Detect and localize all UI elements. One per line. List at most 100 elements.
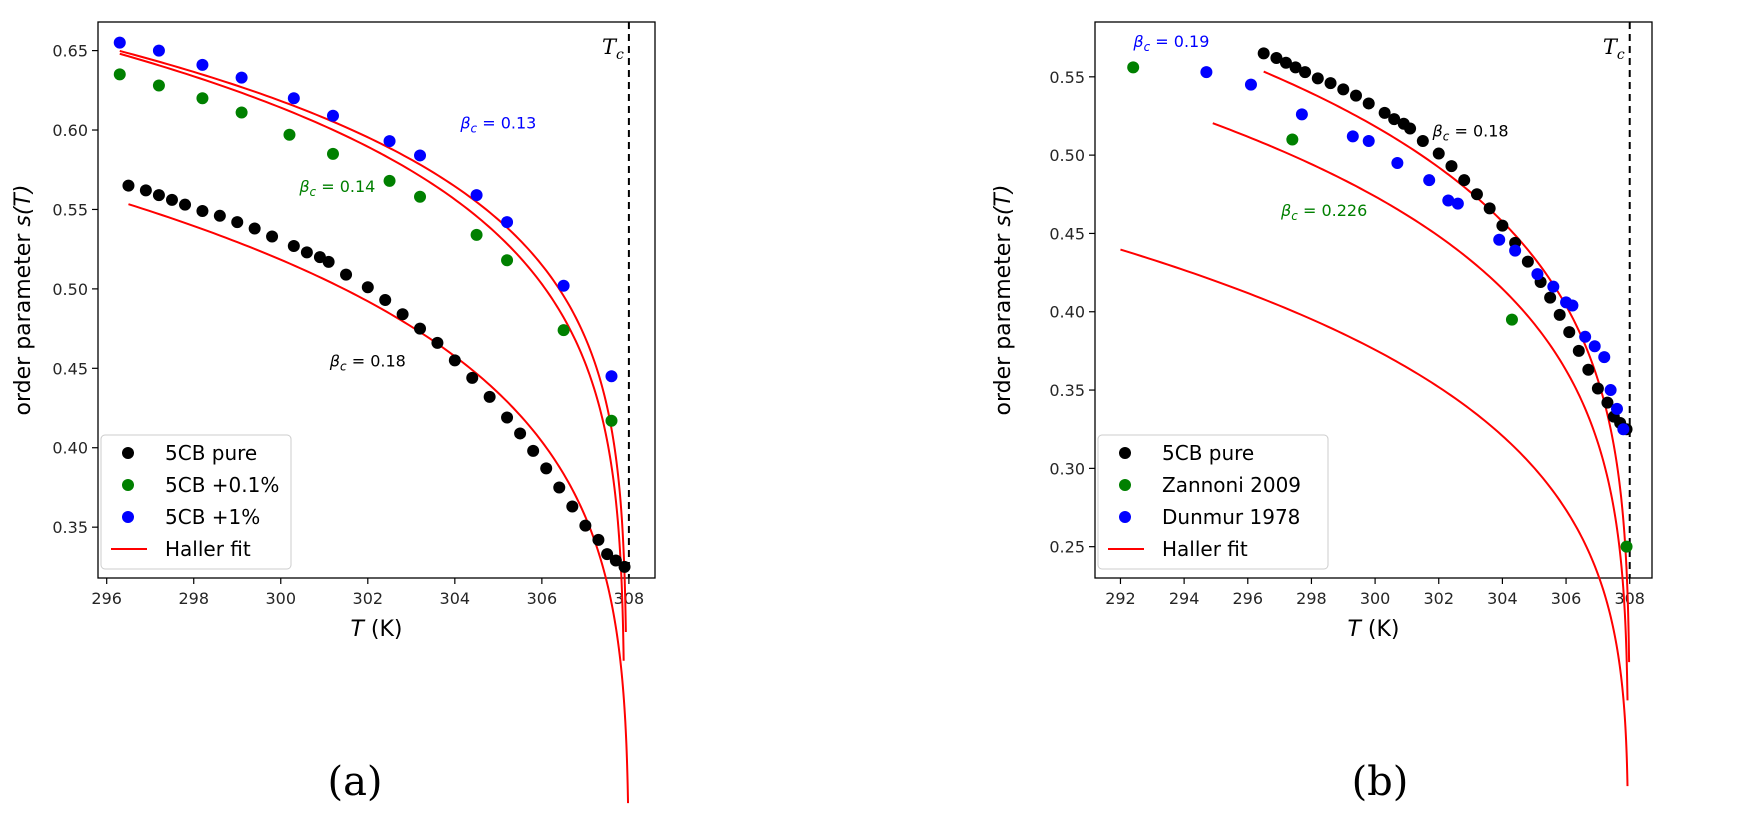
data-point	[1388, 113, 1401, 126]
beta-annotation: βc = 0.13	[459, 113, 536, 135]
data-point	[196, 92, 209, 105]
chart-panel-b: 292 294 296 298 300 302 304 306 308 0.25 0.30 0.35 0…	[991, 21, 1653, 805]
data-point	[1591, 382, 1604, 395]
haller-fit-dunmur-1978	[1212, 122, 1629, 701]
data-point	[501, 254, 514, 267]
data-point	[1324, 77, 1337, 90]
data-point	[326, 109, 339, 122]
data-point	[618, 560, 631, 573]
data-point	[527, 444, 540, 457]
x-tick-label: 304	[440, 589, 471, 608]
beta-annotation: βc = 0.14	[298, 177, 375, 199]
data-point	[1470, 188, 1483, 201]
beta-value: = 0.226	[1298, 201, 1367, 220]
data-point	[414, 149, 427, 162]
y-axis-label-prefix: order parameter	[11, 227, 36, 416]
data-point	[1547, 280, 1560, 293]
tc-label: Tc	[1603, 35, 1625, 63]
haller-fit-5cb-0-1	[119, 52, 625, 661]
data-point	[431, 336, 444, 349]
data-point	[122, 179, 135, 192]
y-tick-label: 0.65	[52, 42, 88, 61]
data-point	[557, 324, 570, 337]
series-5cb-0-1	[113, 68, 618, 427]
data-point	[1442, 194, 1455, 207]
x-tick-label: 308	[1614, 589, 1645, 608]
legend-marker	[122, 447, 134, 459]
beta-symbol: β	[1280, 201, 1291, 220]
series-5cb-pure	[122, 179, 631, 573]
data-point	[1588, 340, 1601, 353]
data-point	[1563, 326, 1576, 339]
beta-symbol: β	[459, 113, 470, 132]
data-point	[1346, 130, 1359, 143]
beta-value: = 0.13	[477, 113, 536, 132]
data-point	[213, 209, 226, 222]
data-point	[1127, 61, 1140, 74]
data-point	[383, 174, 396, 187]
data-point	[266, 230, 279, 243]
y-tick-label: 0.55	[52, 200, 88, 219]
data-point	[609, 554, 622, 567]
data-point	[340, 268, 353, 281]
x-tick-label: 308	[614, 589, 645, 608]
legend-marker	[122, 511, 134, 523]
data-point	[152, 189, 165, 202]
data-point	[1295, 108, 1308, 121]
data-point	[1582, 363, 1595, 376]
data-point	[1299, 66, 1312, 79]
data-point	[1279, 56, 1292, 69]
data-point	[1544, 291, 1557, 304]
haller-fit-5cb-pure	[1263, 70, 1631, 663]
legend-marker	[122, 479, 134, 491]
data-point	[1286, 133, 1299, 146]
haller-fit-5cb-1	[119, 49, 627, 633]
data-point	[196, 205, 209, 218]
y-axis-label-var: s(T)	[11, 185, 36, 227]
haller-fit-zannoni-2009	[1120, 248, 1629, 787]
data-point	[448, 354, 461, 367]
legend: 5CB pure Zannoni 2009 Dunmur 1978 Haller fi…	[1097, 434, 1329, 570]
data-point	[1270, 52, 1283, 65]
data-point	[1604, 384, 1617, 397]
beta-annotation: βc = 0.18	[329, 352, 406, 374]
chart-panel-a: 296 298 300 302 304 306 308 0.35 0.40 0.45 0.50 0.5…	[11, 21, 656, 805]
x-tick-label: 294	[1169, 589, 1200, 608]
y-axis-label: order parameter s(T)	[991, 185, 1016, 416]
data-point	[113, 68, 126, 81]
y-tick-label: 0.45	[1049, 224, 1085, 243]
haller-fit-5cb-pure	[128, 203, 630, 804]
data-point	[1572, 344, 1585, 357]
x-axis-label-var: T	[350, 617, 365, 642]
data-point	[601, 548, 614, 561]
y-tick-label: 0.40	[1049, 303, 1085, 322]
data-point	[553, 481, 566, 494]
data-point	[1416, 135, 1429, 148]
data-point	[396, 308, 409, 321]
data-point	[1432, 147, 1445, 160]
data-point	[1244, 78, 1257, 91]
legend-label: Zannoni 2009	[1162, 473, 1301, 497]
data-point	[605, 370, 618, 383]
data-point	[566, 500, 579, 513]
beta-value: = 0.14	[316, 177, 375, 196]
x-tick-label: 298	[1296, 589, 1327, 608]
x-tick-label: 306	[527, 589, 558, 608]
data-point	[1496, 219, 1509, 232]
legend-label: 5CB pure	[165, 441, 257, 465]
beta-symbol: β	[329, 352, 340, 371]
data-point	[1493, 233, 1506, 246]
data-point	[1391, 156, 1404, 169]
x-tick-label: 292	[1105, 589, 1136, 608]
y-tick-label: 0.35	[1049, 381, 1085, 400]
tc-label-main: T	[1603, 35, 1619, 59]
data-point	[592, 533, 605, 546]
data-point	[1362, 135, 1375, 148]
data-point	[1404, 122, 1417, 135]
data-point	[514, 427, 527, 440]
data-point	[196, 58, 209, 71]
beta-subscript: c	[310, 185, 317, 199]
data-point	[466, 371, 479, 384]
beta-symbol: β	[1432, 121, 1443, 140]
